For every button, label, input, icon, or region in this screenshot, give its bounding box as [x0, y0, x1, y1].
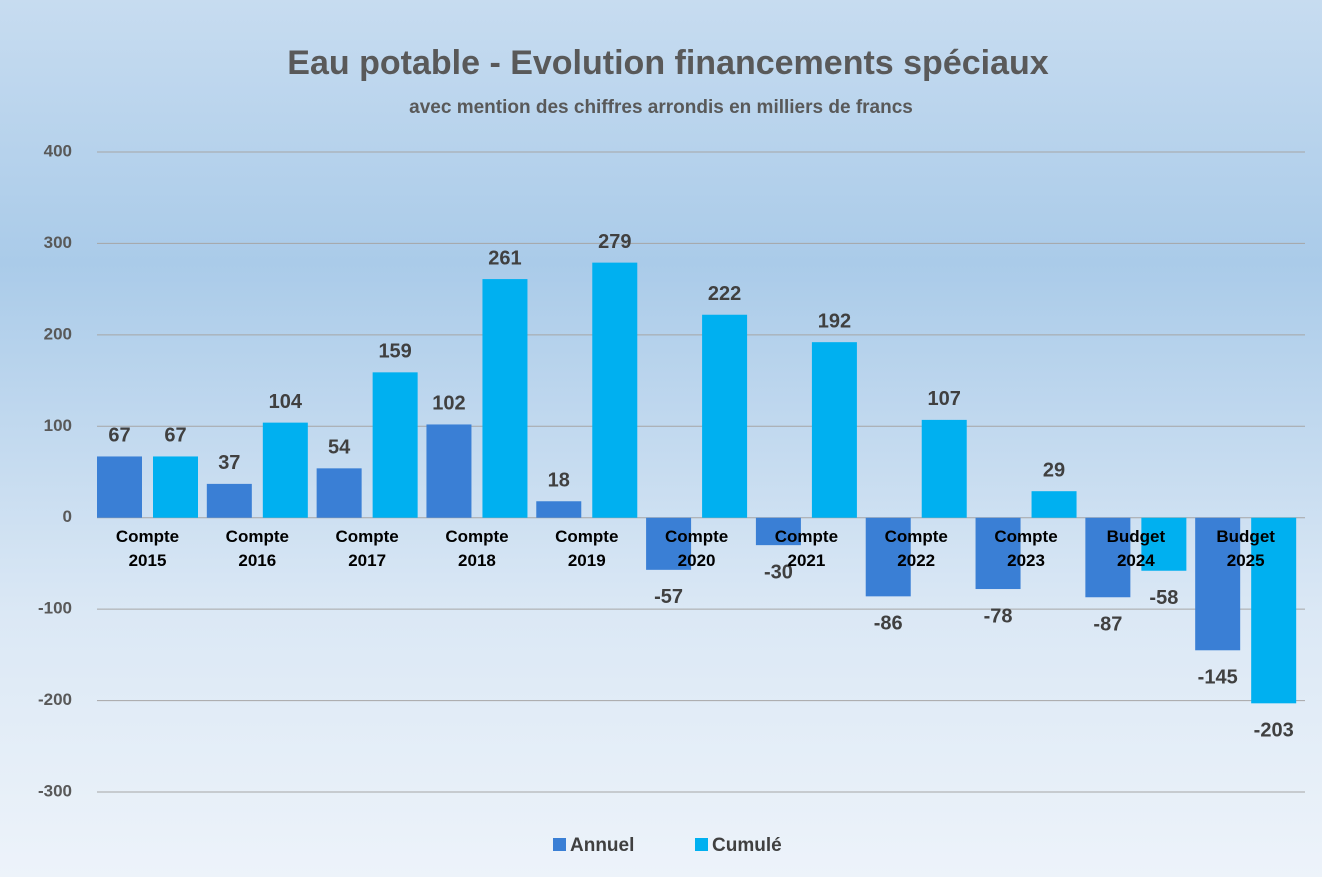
bar [372, 372, 418, 518]
bar [153, 456, 198, 518]
bar [1195, 517, 1241, 651]
x-tick-label: Budget 2025 [1216, 526, 1275, 570]
legend-label: Cumulé [712, 835, 782, 856]
legend-label: Annuel [570, 835, 634, 856]
y-tick-label: 200 [44, 324, 72, 343]
legend-swatch [695, 838, 708, 851]
data-label: 279 [598, 231, 631, 253]
bar [592, 262, 638, 518]
data-label: 102 [432, 393, 465, 415]
data-label: 67 [108, 425, 130, 447]
bar [482, 279, 528, 518]
data-label: 104 [269, 391, 303, 413]
bar [702, 314, 748, 518]
bar [206, 483, 252, 518]
bar [1031, 491, 1077, 518]
legend-swatch [553, 838, 566, 851]
y-tick-label: -200 [38, 690, 72, 709]
bar [536, 501, 582, 518]
bar [316, 468, 362, 518]
y-tick-label: 100 [44, 416, 72, 435]
data-label: 222 [708, 283, 741, 305]
y-tick-label: 300 [44, 233, 72, 252]
bar [1085, 517, 1131, 598]
x-tick-label: Budget 2024 [1106, 526, 1166, 570]
data-label: -203 [1254, 720, 1294, 742]
y-tick-label: 0 [63, 507, 72, 526]
data-label: -58 [1149, 587, 1178, 609]
chart-subtitle: avec mention des chiffres arrondis en mi… [409, 97, 913, 118]
bar [755, 517, 801, 546]
x-tick-label: Compte 2018 [445, 526, 509, 570]
chart-title: Eau potable - Evolution financements spé… [287, 44, 1048, 82]
x-tick-label: Compte 2021 [774, 526, 839, 570]
bar [865, 517, 911, 597]
data-label: 107 [928, 388, 961, 410]
bar [1251, 517, 1297, 704]
x-tick-label: Compte 2017 [335, 526, 399, 570]
data-label: 29 [1043, 459, 1065, 481]
x-tick-label: Compte 2023 [994, 526, 1058, 570]
data-label: -87 [1093, 614, 1122, 636]
x-tick-label: Compte 2015 [115, 526, 180, 570]
y-tick-label: -100 [38, 599, 72, 618]
x-tick-label: Compte 2019 [555, 526, 619, 570]
data-label: 261 [488, 247, 521, 269]
x-tick-label: Compte 2020 [664, 526, 729, 570]
data-label: 54 [328, 437, 351, 459]
data-label: 192 [818, 310, 851, 332]
bar [975, 517, 1021, 590]
data-label: 18 [548, 470, 570, 492]
data-label: -30 [764, 561, 793, 583]
data-label: -145 [1198, 667, 1238, 689]
data-label: 67 [164, 425, 186, 447]
data-label: -78 [984, 605, 1013, 627]
data-label: 37 [218, 452, 240, 474]
bar [426, 424, 472, 518]
bar [646, 517, 692, 570]
bar [1141, 517, 1187, 571]
data-label: -86 [874, 613, 903, 635]
bar [811, 342, 857, 518]
data-label: -57 [654, 586, 683, 608]
x-tick-label: Compte 2016 [225, 526, 289, 570]
bar [97, 456, 142, 518]
data-label: 159 [378, 341, 411, 363]
y-tick-label: -300 [38, 781, 72, 800]
bar [921, 419, 967, 518]
bar [262, 422, 308, 518]
y-tick-label: 400 [44, 141, 72, 160]
x-tick-label: Compte 2022 [884, 526, 948, 570]
